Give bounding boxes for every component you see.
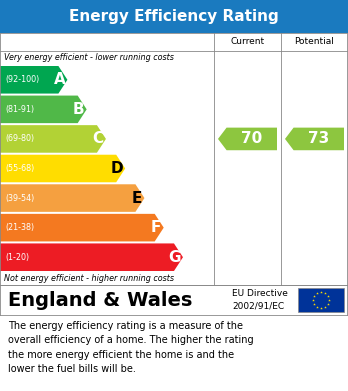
Text: (55-68): (55-68) — [5, 164, 34, 173]
Bar — [0, 285, 348, 315]
Text: A: A — [54, 72, 65, 87]
Polygon shape — [0, 95, 87, 123]
Polygon shape — [285, 127, 344, 150]
Polygon shape — [218, 127, 277, 150]
Text: G: G — [169, 250, 181, 265]
Polygon shape — [0, 244, 183, 271]
Polygon shape — [0, 66, 68, 93]
Text: Very energy efficient - lower running costs: Very energy efficient - lower running co… — [4, 54, 174, 63]
Text: E: E — [131, 190, 142, 206]
Polygon shape — [0, 184, 144, 212]
Polygon shape — [0, 125, 106, 153]
Text: (39-54): (39-54) — [5, 194, 34, 203]
Text: B: B — [73, 102, 85, 117]
Text: 70: 70 — [241, 131, 262, 146]
Text: (1-20): (1-20) — [5, 253, 29, 262]
Text: Energy Efficiency Rating: Energy Efficiency Rating — [69, 9, 279, 24]
Text: D: D — [111, 161, 124, 176]
Text: F: F — [151, 220, 161, 235]
Text: (69-80): (69-80) — [5, 135, 34, 143]
Text: 73: 73 — [308, 131, 330, 146]
Text: (92-100): (92-100) — [5, 75, 39, 84]
Text: EU Directive
2002/91/EC: EU Directive 2002/91/EC — [232, 289, 288, 311]
Polygon shape — [0, 214, 164, 241]
Bar — [298, 288, 344, 312]
Text: C: C — [92, 131, 103, 146]
Text: (81-91): (81-91) — [5, 105, 34, 114]
Text: Potential: Potential — [294, 38, 334, 47]
Bar — [0, 33, 348, 285]
Text: The energy efficiency rating is a measure of the
overall efficiency of a home. T: The energy efficiency rating is a measur… — [8, 321, 254, 374]
Bar — [0, 0, 348, 33]
Text: (21-38): (21-38) — [5, 223, 34, 232]
Text: Not energy efficient - higher running costs: Not energy efficient - higher running co… — [4, 274, 174, 283]
Polygon shape — [0, 155, 125, 182]
Text: England & Wales: England & Wales — [8, 291, 192, 310]
Text: Current: Current — [230, 38, 264, 47]
